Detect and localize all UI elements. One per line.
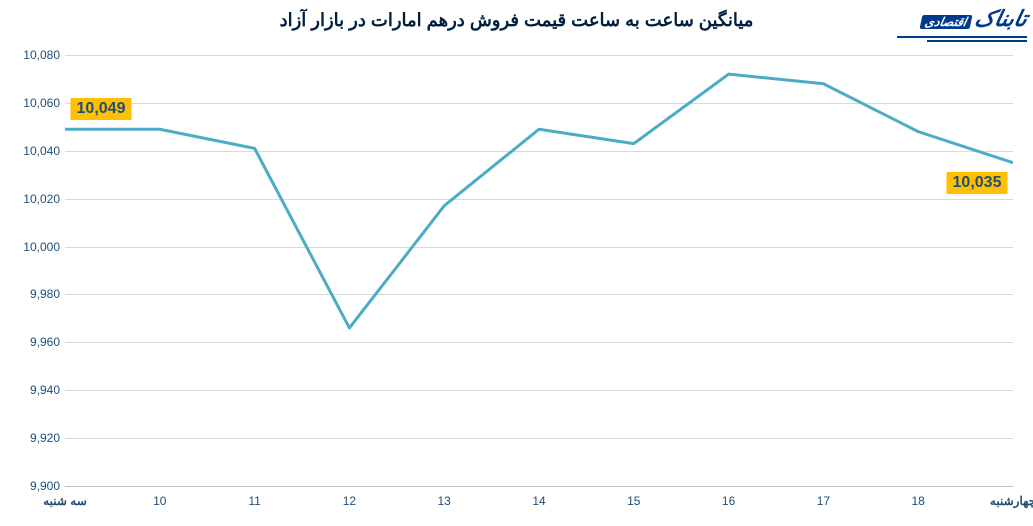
x-tick-label: 16 <box>722 494 735 508</box>
value-callout: 10,035 <box>947 172 1008 194</box>
value-callout: 10,049 <box>71 98 132 120</box>
y-tick-label: 10,040 <box>0 144 60 158</box>
x-tick-label: 11 <box>248 494 260 508</box>
line-path-svg <box>65 55 1013 486</box>
x-axis-line <box>65 486 1013 487</box>
chart-title: میانگین ساعت به ساعت قیمت فروش درهم امار… <box>0 10 1033 31</box>
logo: تابناک اقتصادی <box>921 6 1027 32</box>
plot-area: 10,049 10,035 <box>65 55 1013 486</box>
x-tick-label: چهارشنبه <box>990 494 1033 508</box>
logo-underline-2 <box>927 40 1027 42</box>
x-tick-label: 15 <box>627 494 640 508</box>
y-tick-label: 9,920 <box>0 431 60 445</box>
x-tick-label: 12 <box>343 494 356 508</box>
line-series <box>65 74 1013 328</box>
y-axis: 9,9009,9209,9409,9609,98010,00010,02010,… <box>0 55 60 486</box>
y-tick-label: 10,080 <box>0 48 60 62</box>
y-tick-label: 10,060 <box>0 96 60 110</box>
x-tick-label: 10 <box>153 494 166 508</box>
chart-container: میانگین ساعت به ساعت قیمت فروش درهم امار… <box>0 0 1033 526</box>
logo-underline <box>897 36 1027 38</box>
x-tick-label: 13 <box>438 494 451 508</box>
x-tick-label: 18 <box>912 494 925 508</box>
y-tick-label: 9,940 <box>0 383 60 397</box>
x-tick-label: 14 <box>532 494 545 508</box>
y-tick-label: 9,960 <box>0 335 60 349</box>
y-tick-label: 10,000 <box>0 240 60 254</box>
logo-main: تابناک <box>972 6 1030 32</box>
logo-sub: اقتصادی <box>920 15 972 29</box>
x-tick-label: 17 <box>817 494 830 508</box>
y-tick-label: 10,020 <box>0 192 60 206</box>
y-tick-label: 9,980 <box>0 287 60 301</box>
x-tick-label: سه شنبه <box>43 494 87 508</box>
x-axis: سه شنبه101112131415161718چهارشنبه <box>65 494 1013 516</box>
y-tick-label: 9,900 <box>0 479 60 493</box>
